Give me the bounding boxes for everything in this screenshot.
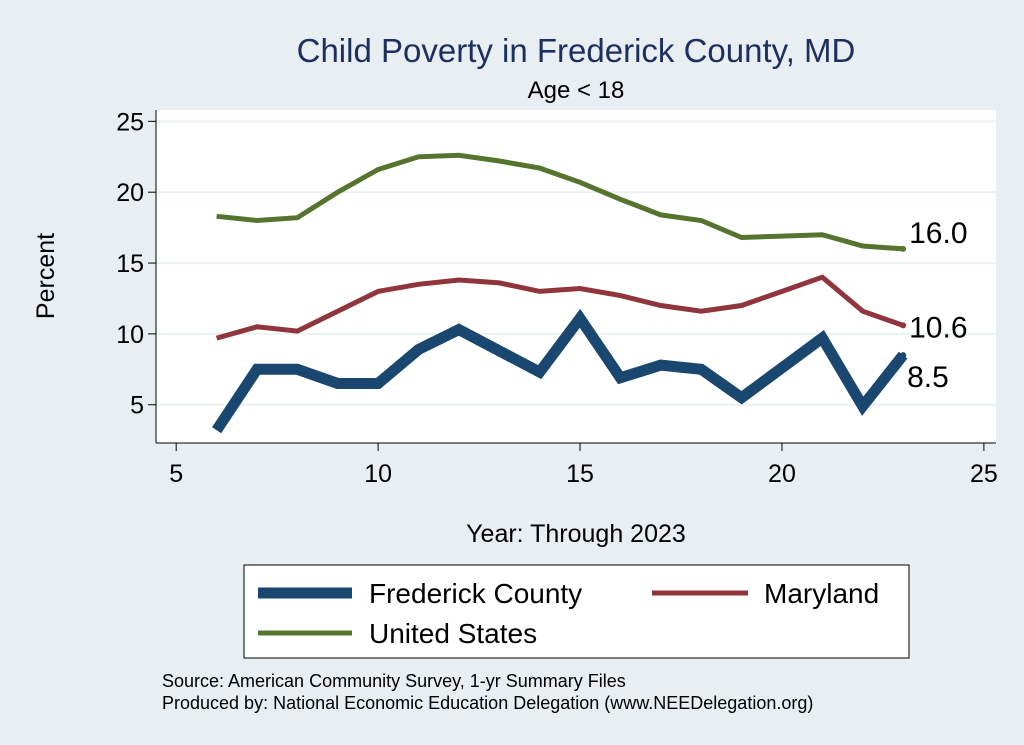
x-tick-label-25: 25 xyxy=(970,460,998,488)
end-label-frederick-county: 8.5 xyxy=(907,361,949,394)
legend-label-frederick-county: Frederick County xyxy=(369,578,582,609)
y-tick-label-15: 15 xyxy=(116,250,144,278)
y-axis-ticks: 5 10 15 20 25 xyxy=(116,108,156,420)
legend-label-united-states: United States xyxy=(369,618,537,649)
legend: Frederick County Maryland United States xyxy=(243,564,910,659)
y-axis-title: Percent xyxy=(32,233,60,319)
y-tick-label-25: 25 xyxy=(116,108,144,136)
x-tick-label-15: 15 xyxy=(566,460,594,488)
legend-label-maryland: Maryland xyxy=(764,578,879,609)
x-axis-ticks: 5 10 15 20 25 xyxy=(169,443,998,488)
end-point-united-states xyxy=(900,245,907,252)
legend-box xyxy=(243,564,910,659)
x-tick-label-10: 10 xyxy=(364,460,392,488)
end-label-maryland: 10.6 xyxy=(909,311,967,344)
series-lines xyxy=(212,152,908,434)
end-label-united-states: 16.0 xyxy=(909,217,967,250)
x-tick-label-20: 20 xyxy=(768,460,796,488)
y-tick-label-5: 5 xyxy=(130,392,144,420)
end-point-frederick-county xyxy=(900,352,907,359)
end-point-maryland xyxy=(900,322,907,329)
series-line-maryland xyxy=(215,274,904,341)
y-tick-label-10: 10 xyxy=(116,321,144,349)
x-tick-label-5: 5 xyxy=(169,460,183,488)
y-tick-label-20: 20 xyxy=(116,179,144,207)
source-note: Source: American Community Survey, 1-yr … xyxy=(162,671,626,691)
series-line-united-states xyxy=(216,152,904,252)
produced-by-note: Produced by: National Economic Education… xyxy=(162,693,813,713)
chart-title: Child Poverty in Frederick County, MD xyxy=(297,32,856,69)
end-labels: 8.5 10.6 16.0 xyxy=(900,217,968,394)
chart-subtitle: Age < 18 xyxy=(528,77,625,104)
series-line-frederick-county xyxy=(212,308,908,434)
x-axis-title: Year: Through 2023 xyxy=(466,520,686,548)
